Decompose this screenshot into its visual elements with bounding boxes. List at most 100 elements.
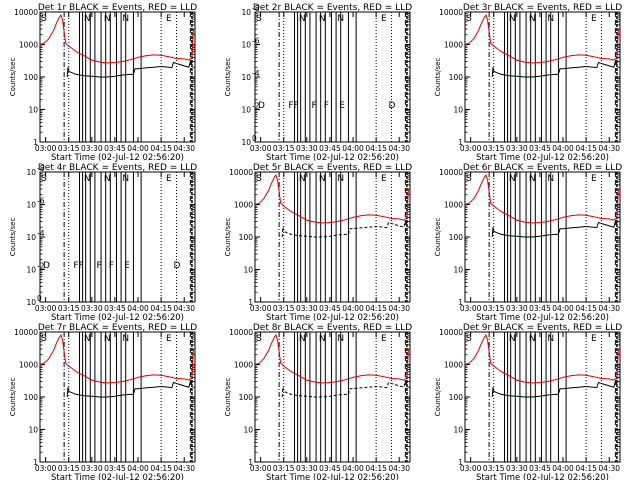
flag-label: D [173,261,180,271]
y-tick-label: 10000 [229,328,253,337]
panel-title: Det 4r BLACK = Events, RED = LLD [38,163,197,173]
top-marker: E [591,14,597,24]
top-marker: S [41,174,47,184]
panel-title: Det 1r BLACK = Events, RED = LLD [38,3,197,13]
flag-label: D [388,101,395,111]
series-lld-line [254,334,409,384]
y-tick-label: 1 [458,298,463,307]
panel-title: Det 3r BLACK = Events, RED = LLD [463,3,622,13]
series-lld-line [254,174,409,224]
y-axis-label: Counts/sec [9,218,17,257]
y-tick-label: 1000 [234,361,253,370]
y-tick-label: 10 [28,426,38,435]
panel-title: Det 5r BLACK = Events, RED = LLD [253,163,412,173]
plot-frame [39,171,196,303]
x-tick-label: 04:30 [388,304,410,313]
y-tick-exponent: -4 [37,229,45,238]
y-tick-label: 1 [458,458,463,467]
plot-frame [464,171,621,303]
x-tick-label: 03:30 [81,144,103,153]
x-axis-label: Start Time (02-Jul-12 02:56:20) [476,313,609,323]
x-tick-label: 03:00 [250,464,272,473]
x-tick-label: 03:00 [35,144,57,153]
series-events-line [66,60,193,78]
y-axis-label: Counts/sec [434,58,442,97]
flag-label: E [124,261,130,271]
top-marker: S [466,334,472,344]
x-axis-label: Start Time (02-Jul-12 02:56:20) [51,313,184,323]
y-tick-label: 1000 [234,201,253,210]
flag-label: F [324,101,329,111]
y-tick-label: 100 [449,233,464,242]
y-tick-label: 1 [33,138,38,147]
x-tick-label: 03:15 [483,464,505,473]
top-marker: N [529,174,536,184]
top-marker: E [166,174,172,184]
x-tick-label: 04:15 [150,304,172,313]
x-tick-label: 03:30 [81,464,103,473]
top-marker: N [337,334,344,344]
y-tick-label: 10 [241,138,251,147]
top-marker: N [529,14,536,24]
x-tick-label: 03:45 [319,464,341,473]
x-tick-label: 03:15 [273,304,295,313]
top-marker: N [319,14,326,24]
x-tick-label: 04:00 [552,464,574,473]
panel-title: Det 8r BLACK = Events, RED = LLD [253,323,412,333]
y-tick-label: 10 [26,201,36,210]
series-events-line [491,380,618,398]
plot-frame [254,171,411,303]
top-marker: S [466,174,472,184]
y-tick-label: 1 [248,458,253,467]
top-marker: S [41,14,47,24]
y-tick-label: 10000 [14,328,38,337]
x-tick-label: 03:30 [296,464,318,473]
x-tick-label: 03:45 [104,304,126,313]
x-tick-label: 04:30 [598,304,620,313]
series-events-line [491,60,618,78]
top-marker: N [122,334,129,344]
y-tick-label: 10000 [439,328,463,337]
y-tick-label: 10 [28,106,38,115]
y-tick-exponent: 0 [37,294,42,303]
top-marker: N [509,174,516,184]
x-tick-label: 03:45 [104,144,126,153]
y-axis-label: Counts/sec [224,218,232,257]
y-tick-label: 1000 [19,361,38,370]
y-axis-label: Counts/sec [224,58,232,97]
x-tick-label: 04:30 [388,144,410,153]
series-lld-line [464,14,619,64]
flag-label: E [339,101,345,111]
y-tick-label: 10 [26,233,36,242]
x-tick-label: 03:30 [506,304,528,313]
top-marker: N [509,334,516,344]
panel-title: Det 6r BLACK = Events, RED = LLD [463,163,622,173]
top-marker: E [381,334,387,344]
top-marker: N [104,174,111,184]
x-tick-label: 03:30 [506,144,528,153]
series-lld-line [39,14,194,64]
top-marker: N [547,174,554,184]
y-axis-label: Counts/sec [9,378,17,417]
plot-frame [464,11,621,143]
x-tick-label: 04:15 [575,304,597,313]
y-tick-label: 10 [26,266,36,275]
top-marker: S [256,334,262,344]
y-tick-label: 1 [248,298,253,307]
y-tick-label: 10000 [14,8,38,17]
x-tick-label: 04:30 [598,144,620,153]
series-lld-line [39,334,194,384]
y-tick-label: 10 [241,106,251,115]
y-tick-label: 10 [243,426,253,435]
y-tick-label: 1 [458,138,463,147]
y-tick-label: 100 [449,393,464,402]
x-tick-label: 03:45 [529,144,551,153]
x-tick-label: 04:00 [127,144,149,153]
y-tick-label: 10 [453,426,463,435]
top-marker: N [104,334,111,344]
